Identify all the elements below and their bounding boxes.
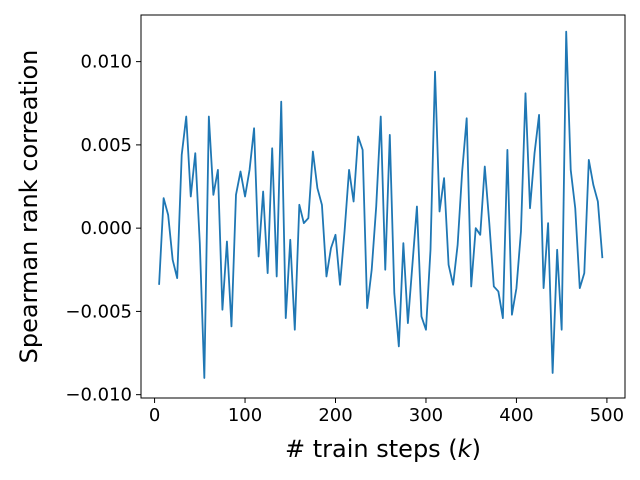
x-tick-label: 400 [499,405,533,426]
x-axis-label-suffix: ) [472,435,481,463]
y-tick-label: −0.010 [65,385,132,406]
series-line-0 [158,30,604,379]
y-tick-label: 0.000 [80,218,132,239]
y-axis-ticks: −0.010 −0.005 0.000 0.005 0.010 [65,52,141,406]
x-tick-label: 0 [149,405,160,426]
y-tick-label: −0.005 [65,301,132,322]
x-axis-ticks: 0 100 200 300 400 500 [149,398,624,426]
plot-area [158,30,604,379]
x-tick-label: 100 [228,405,262,426]
x-axis-label-prefix: # train steps ( [285,435,458,463]
y-axis-label: Spearman rank correation [15,50,43,364]
x-tick-label: 200 [318,405,352,426]
plot-frame [140,14,626,399]
x-axis-label: # train steps (k) [285,435,481,463]
x-tick-label: 300 [409,405,443,426]
x-tick-label: 500 [590,405,624,426]
y-tick-label: 0.005 [80,135,132,156]
x-axis-label-var: k [458,435,473,463]
y-tick-label: 0.010 [80,52,132,73]
